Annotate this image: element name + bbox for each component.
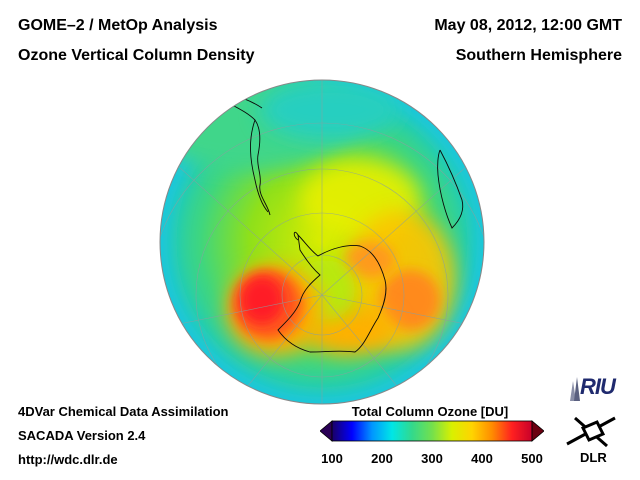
footer-line-1: 4DVar Chemical Data Assimilation [18,404,229,419]
footer-line-2: SACADA Version 2.4 [18,428,146,443]
colorbar [320,420,544,442]
colorbar-tick-400: 400 [471,451,493,466]
footer-url: http://wdc.dlr.de [18,452,118,467]
riu-logo: RIU [580,374,616,399]
colorbar-title: Total Column Ozone [DU] [351,404,509,419]
dlr-logo-text: DLR [580,450,607,465]
title-line-1: GOME–2 / MetOp Analysis [18,17,218,34]
region-label: Southern Hemisphere [455,47,622,64]
dlr-logo-icon [566,416,616,448]
colorbar-tick-500: 500 [521,451,543,466]
riu-logo-icon [570,377,580,401]
datetime-label: May 08, 2012, 12:00 GMT [434,17,622,34]
colorbar-tick-300: 300 [421,451,443,466]
colorbar-tick-200: 200 [371,451,393,466]
colorbar-tick-100: 100 [321,451,343,466]
title-line-2: Ozone Vertical Column Density [18,47,255,64]
